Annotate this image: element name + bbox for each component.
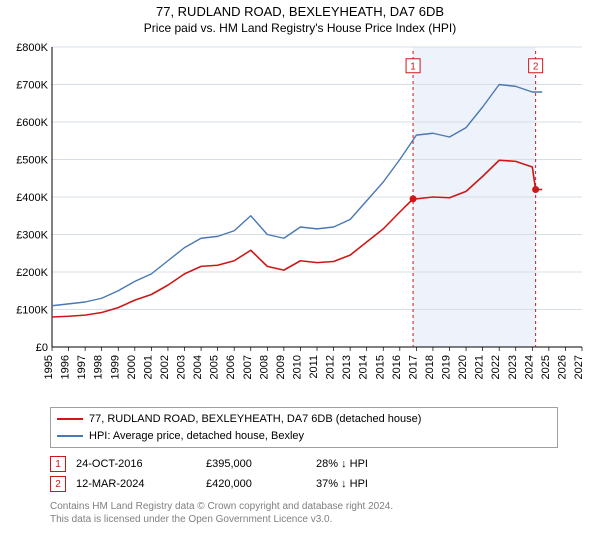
svg-text:1999: 1999 <box>109 355 121 379</box>
txn-date: 24-OCT-2016 <box>76 458 196 470</box>
svg-text:2015: 2015 <box>374 355 386 379</box>
svg-text:2006: 2006 <box>225 355 237 379</box>
svg-text:2005: 2005 <box>209 355 221 379</box>
transaction-table: 1 24-OCT-2016 £395,000 28% ↓ HPI 2 12-MA… <box>50 456 558 492</box>
svg-text:£200K: £200K <box>16 267 48 279</box>
svg-text:2001: 2001 <box>142 355 154 379</box>
svg-text:2026: 2026 <box>556 355 568 379</box>
legend-label-hpi: HPI: Average price, detached house, Bexl… <box>89 428 304 445</box>
txn-price: £420,000 <box>206 478 306 490</box>
footnote-line-2: This data is licensed under the Open Gov… <box>50 513 592 526</box>
svg-text:1998: 1998 <box>93 355 105 379</box>
txn-badge-label: 2 <box>55 479 61 490</box>
svg-text:2000: 2000 <box>126 355 138 379</box>
svg-text:2016: 2016 <box>391 355 403 379</box>
svg-text:2002: 2002 <box>159 355 171 379</box>
legend-swatch-hpi <box>57 435 83 437</box>
svg-text:2010: 2010 <box>291 355 303 379</box>
svg-text:2011: 2011 <box>308 355 320 379</box>
txn-date: 12-MAR-2024 <box>76 478 196 490</box>
svg-text:£800K: £800K <box>16 42 48 54</box>
svg-text:£300K: £300K <box>16 230 48 242</box>
svg-text:2020: 2020 <box>457 355 469 379</box>
svg-text:2018: 2018 <box>424 355 436 379</box>
svg-text:2017: 2017 <box>407 355 419 379</box>
svg-text:£0: £0 <box>36 342 48 354</box>
footnote: Contains HM Land Registry data © Crown c… <box>50 500 592 526</box>
svg-text:2012: 2012 <box>325 355 337 379</box>
chart-title: 77, RUDLAND ROAD, BEXLEYHEATH, DA7 6DB <box>8 4 592 19</box>
svg-text:2003: 2003 <box>176 355 188 379</box>
svg-text:£700K: £700K <box>16 80 48 92</box>
svg-text:£500K: £500K <box>16 155 48 167</box>
svg-text:2025: 2025 <box>540 355 552 379</box>
chart-subtitle: Price paid vs. HM Land Registry's House … <box>8 21 592 35</box>
txn-diff: 37% ↓ HPI <box>316 478 416 490</box>
svg-text:2027: 2027 <box>573 355 585 379</box>
chart-container: 77, RUDLAND ROAD, BEXLEYHEATH, DA7 6DB P… <box>0 0 600 526</box>
svg-text:£100K: £100K <box>16 305 48 317</box>
footnote-line-1: Contains HM Land Registry data © Crown c… <box>50 500 592 513</box>
txn-badge-2: 2 <box>50 476 66 492</box>
txn-badge-1: 1 <box>50 456 66 472</box>
txn-diff: 28% ↓ HPI <box>316 458 416 470</box>
svg-text:2004: 2004 <box>192 355 204 379</box>
line-chart-svg: £0 £100K £200K £300K £400K £500K £600K £700K £80… <box>8 41 588 401</box>
svg-text:2021: 2021 <box>474 355 486 379</box>
svg-text:1: 1 <box>410 61 416 72</box>
svg-text:2: 2 <box>533 61 539 72</box>
legend-label-property: 77, RUDLAND ROAD, BEXLEYHEATH, DA7 6DB (… <box>89 411 421 428</box>
legend-item-property: 77, RUDLAND ROAD, BEXLEYHEATH, DA7 6DB (… <box>57 411 551 428</box>
legend-swatch-property <box>57 418 83 420</box>
svg-text:2008: 2008 <box>258 355 270 379</box>
svg-text:£400K: £400K <box>16 192 48 204</box>
chart-area: £0 £100K £200K £300K £400K £500K £600K £700K £80… <box>8 41 588 401</box>
svg-text:2022: 2022 <box>490 355 502 379</box>
svg-text:2019: 2019 <box>441 355 453 379</box>
svg-text:2013: 2013 <box>341 355 353 379</box>
svg-text:£600K: £600K <box>16 117 48 129</box>
svg-text:1996: 1996 <box>60 355 72 379</box>
svg-text:2009: 2009 <box>275 355 287 379</box>
svg-text:1995: 1995 <box>43 355 55 379</box>
legend-item-hpi: HPI: Average price, detached house, Bexl… <box>57 428 551 445</box>
svg-text:2024: 2024 <box>523 355 535 379</box>
legend: 77, RUDLAND ROAD, BEXLEYHEATH, DA7 6DB (… <box>50 407 558 448</box>
svg-text:2014: 2014 <box>358 355 370 379</box>
txn-badge-label: 1 <box>55 459 61 470</box>
svg-text:1997: 1997 <box>76 355 88 379</box>
svg-text:2023: 2023 <box>507 355 519 379</box>
table-row: 1 24-OCT-2016 £395,000 28% ↓ HPI <box>50 456 558 472</box>
txn-price: £395,000 <box>206 458 306 470</box>
table-row: 2 12-MAR-2024 £420,000 37% ↓ HPI <box>50 476 558 492</box>
svg-text:2007: 2007 <box>242 355 254 379</box>
